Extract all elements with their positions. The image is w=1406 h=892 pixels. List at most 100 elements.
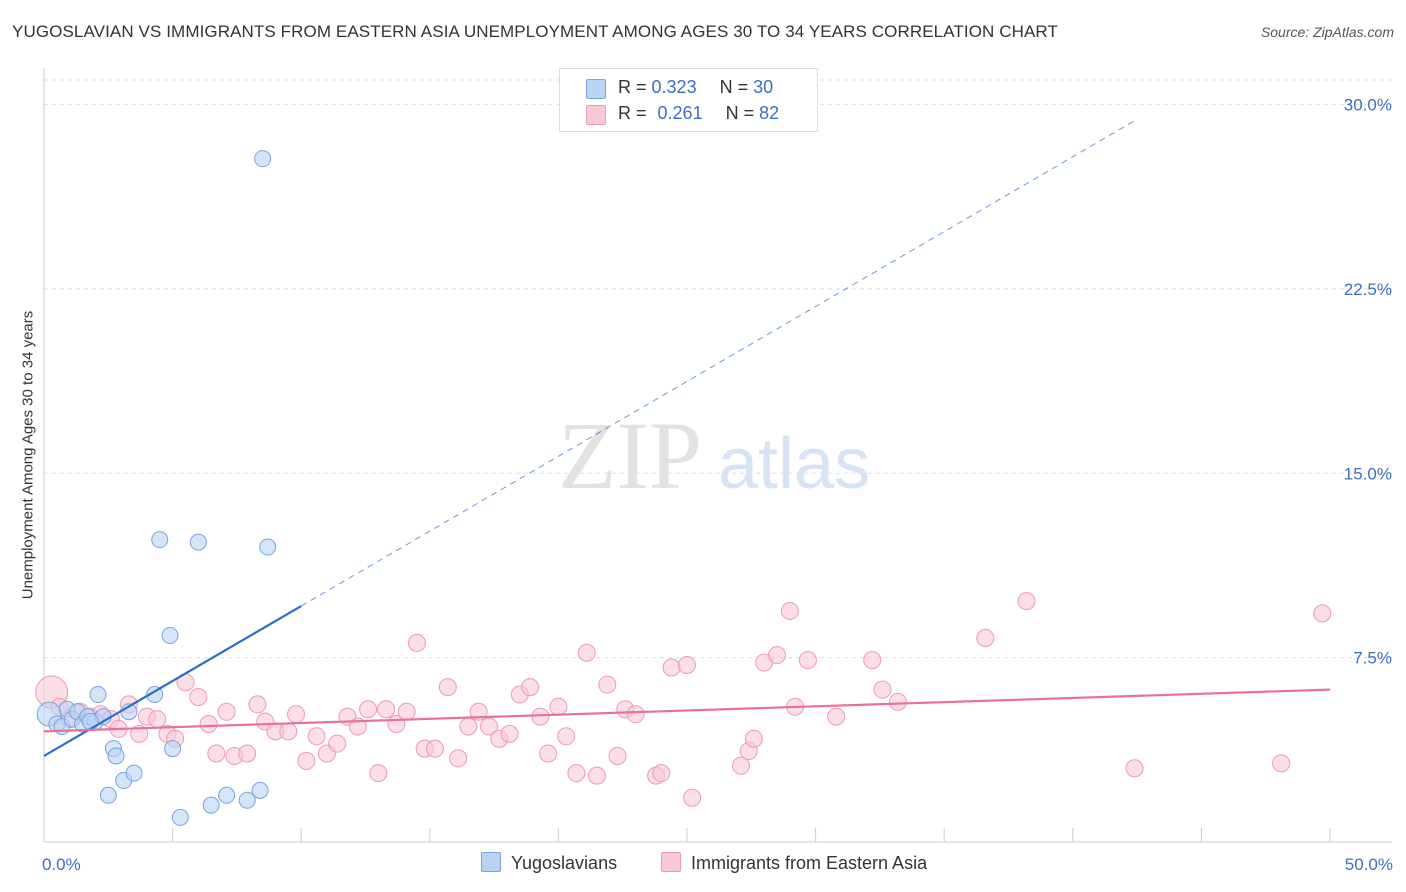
pink-point [873, 680, 892, 699]
blue-point [171, 808, 189, 826]
pink-point [662, 658, 681, 677]
y-axis-label: Unemployment Among Ages 30 to 34 years [19, 310, 37, 600]
pink-point [531, 707, 550, 726]
pink-point [369, 764, 388, 783]
blue-point [146, 686, 164, 704]
pink-trend-line [43, 688, 1331, 733]
pink-point [768, 646, 787, 665]
blue-point [189, 533, 207, 551]
pink-point [732, 756, 751, 775]
pink-point [683, 788, 702, 807]
pink-point [238, 744, 257, 763]
blue-point [99, 786, 117, 804]
pink-point [425, 739, 444, 758]
blue-point [164, 740, 182, 758]
pink-point [608, 746, 627, 765]
pink-point [130, 724, 149, 743]
legend-swatch-blue [586, 79, 606, 99]
pink-point [359, 700, 378, 719]
blue-point [107, 747, 125, 765]
pink-point [1017, 592, 1036, 611]
pink-series-points [35, 592, 1332, 807]
chart-title: YUGOSLAVIAN VS IMMIGRANTS FROM EASTERN A… [12, 22, 1058, 41]
blue-point [259, 538, 277, 556]
watermark: ZIP atlas [558, 402, 870, 509]
series-legend: Yugoslavians Immigrants from Eastern Asi… [0, 852, 1406, 878]
pink-point [189, 687, 208, 706]
pink-point [469, 702, 488, 721]
pink-point [459, 717, 478, 736]
y-tick-label: 22.5% [1344, 280, 1392, 299]
pink-point [598, 675, 617, 694]
pink-point [148, 710, 167, 729]
pink-point [678, 656, 696, 675]
pink-point [307, 727, 326, 746]
pink-point [798, 651, 817, 670]
blue-point [218, 786, 236, 804]
correlation-legend: R = 0.323 N = 30 R = 0.261 N = 82 [559, 68, 818, 132]
legend-r-value: 0.261 [657, 103, 703, 123]
pink-point [199, 715, 218, 734]
legend-row-yugoslavians: R = 0.323 N = 30 [586, 77, 774, 99]
pink-point [888, 692, 907, 711]
watermark-zip: ZIP [558, 402, 702, 509]
pink-point [780, 601, 799, 620]
pink-point [976, 628, 995, 647]
pink-point [438, 678, 457, 697]
source-label: Source: ZipAtlas.com [1260, 24, 1394, 40]
legend-label-yugoslavians: Yugoslavians [511, 853, 618, 873]
pink-point [279, 722, 298, 741]
legend-item-eastern-asia: Immigrants from Eastern Asia [661, 852, 927, 876]
blue-point [125, 764, 143, 782]
legend-row-eastern-asia: R = 0.261 N = 82 [586, 103, 780, 125]
blue-series-points [36, 150, 277, 826]
pink-point [549, 697, 568, 716]
pink-point [377, 700, 396, 719]
pink-point [207, 744, 226, 763]
pink-point [1272, 754, 1291, 773]
y-tick-label: 7.5% [1353, 649, 1392, 668]
pink-point [626, 705, 645, 724]
legend-swatch-pink [661, 852, 681, 872]
blue-point [89, 686, 107, 704]
pink-point [328, 734, 347, 753]
legend-r-label: R = [618, 77, 647, 97]
legend-item-yugoslavians: Yugoslavians [481, 852, 617, 876]
trend-lines [43, 118, 1331, 757]
pink-point [567, 764, 586, 783]
y-tick-label: 15.0% [1344, 464, 1392, 483]
pink-point [539, 744, 558, 763]
legend-swatch-blue [481, 852, 501, 872]
pink-point [1125, 759, 1144, 778]
pink-point [1313, 604, 1332, 623]
blue-point [251, 781, 269, 799]
tick-labels: 7.5% 15.0% 22.5% 30.0% 0.0% 50.0% [42, 96, 1393, 874]
blue-point [81, 713, 99, 731]
legend-n-label: N = [725, 103, 755, 123]
legend-n-label: N = [719, 77, 749, 97]
pink-point [827, 707, 846, 726]
pink-point [407, 633, 426, 652]
pink-point [397, 702, 416, 721]
pink-point [248, 695, 267, 714]
legend-r-value: 0.323 [651, 77, 697, 97]
grid-layer [44, 79, 1392, 659]
pink-point [587, 766, 606, 785]
x-tick-label-min: 0.0% [42, 855, 81, 874]
watermark-atlas: atlas [718, 424, 870, 504]
x-tick-label-max: 50.0% [1345, 855, 1393, 874]
blue-point [161, 627, 179, 645]
pink-point [521, 678, 540, 697]
legend-swatch-pink [586, 105, 606, 125]
y-tick-label: 30.0% [1344, 96, 1392, 115]
legend-n-value: 30 [753, 77, 774, 97]
legend-r-label: R = [618, 103, 647, 123]
blue-point [238, 791, 256, 809]
legend-n-value: 82 [759, 103, 780, 123]
blue-point [151, 531, 169, 549]
pink-point [217, 702, 236, 721]
pink-point [652, 764, 671, 783]
pink-point [557, 727, 576, 746]
legend-label-eastern-asia: Immigrants from Eastern Asia [691, 853, 928, 873]
pink-point [863, 651, 882, 670]
